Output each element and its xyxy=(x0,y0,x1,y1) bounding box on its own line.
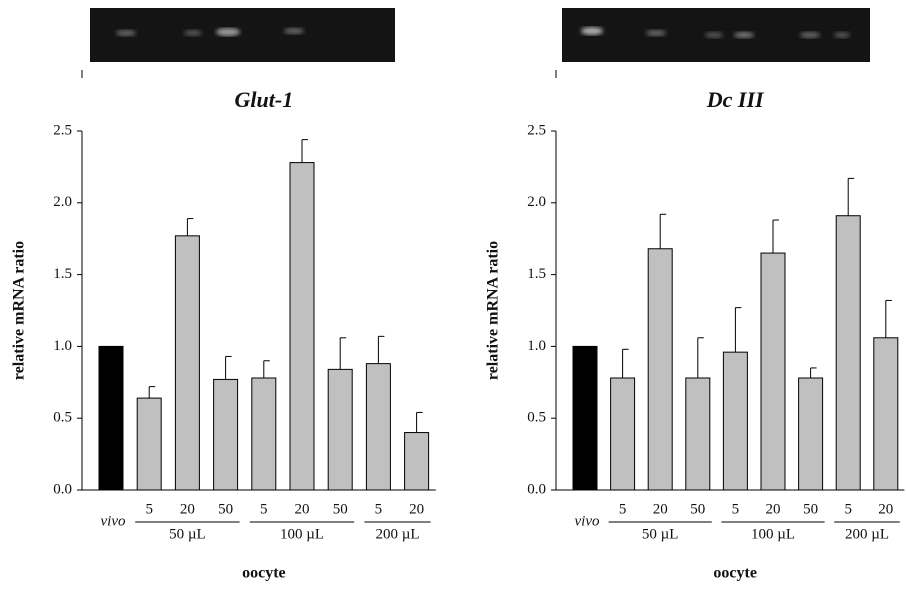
bar xyxy=(214,379,238,490)
y-tick-label: 2.5 xyxy=(53,122,72,138)
y-tick-label: 2.0 xyxy=(53,194,72,210)
figure: Glut-1 relative mRNA ratio oocyte 0.0 0.5 1.0… xyxy=(0,0,906,584)
bar xyxy=(405,433,429,490)
x-tick-label: 20 xyxy=(653,501,668,517)
bar xyxy=(366,364,390,490)
bar xyxy=(252,378,276,490)
x-tick-label: vivo xyxy=(101,513,126,529)
error-bar xyxy=(886,300,892,337)
error-bar xyxy=(302,140,308,163)
bar xyxy=(99,346,123,490)
y-tick-label: 0.5 xyxy=(53,410,72,426)
group-label: 100 µL xyxy=(280,526,324,542)
chart-title: Glut-1 xyxy=(235,87,294,112)
error-bar xyxy=(848,178,854,215)
y-tick-label: 1.5 xyxy=(53,266,72,282)
bar xyxy=(137,398,161,490)
chart-panel: Glut-1 relative mRNA ratio oocyte 0.0 0.5 1.0… xyxy=(11,87,436,582)
group-label: 100 µL xyxy=(751,526,795,542)
bar xyxy=(290,163,314,490)
y-tick-label: 0.0 xyxy=(527,481,546,497)
error-bar xyxy=(340,338,346,370)
error-bar xyxy=(378,336,384,363)
gel-right xyxy=(556,8,870,78)
bar xyxy=(686,378,710,490)
x-tick-label: 5 xyxy=(844,501,852,517)
y-tick-label: 0.5 xyxy=(527,410,546,426)
error-bar xyxy=(773,220,779,253)
page: {"chart_data":[ {"type":"bar","title":"G… xyxy=(0,0,906,589)
bar xyxy=(611,378,635,490)
error-bar xyxy=(623,349,629,378)
x-tick-label: 20 xyxy=(878,501,893,517)
error-bar xyxy=(149,387,155,398)
gel-left xyxy=(82,8,395,78)
bar xyxy=(723,352,747,490)
y-tick-label: 1.0 xyxy=(53,338,72,354)
error-bar xyxy=(811,368,817,378)
y-tick-label: 1.0 xyxy=(527,338,546,354)
chart-title: Dc III xyxy=(706,87,765,112)
error-bar xyxy=(187,219,193,236)
y-axis-label: relative mRNA ratio xyxy=(485,241,502,380)
bar xyxy=(874,338,898,490)
chart-panel: Dc III relative mRNA ratio oocyte 0.0 0.5 1.0… xyxy=(485,87,905,582)
y-axis-label: relative mRNA ratio xyxy=(11,241,28,380)
x-tick-label: 50 xyxy=(218,501,233,517)
x-tick-label: vivo xyxy=(575,513,600,529)
x-tick-label: 50 xyxy=(690,501,705,517)
bar xyxy=(573,346,597,490)
y-tick-label: 0.0 xyxy=(53,481,72,497)
x-axis-label: oocyte xyxy=(242,565,286,582)
x-tick-label: 5 xyxy=(145,501,153,517)
x-tick-label: 20 xyxy=(409,501,424,517)
error-bar xyxy=(660,214,666,248)
error-bar xyxy=(698,338,704,378)
bar xyxy=(175,236,199,490)
x-tick-label: 20 xyxy=(180,501,195,517)
error-bar xyxy=(417,412,423,432)
error-bar xyxy=(735,308,741,353)
x-tick-label: 50 xyxy=(333,501,348,517)
error-bar xyxy=(226,356,232,379)
bar xyxy=(761,253,785,490)
x-tick-label: 20 xyxy=(766,501,781,517)
x-tick-label: 5 xyxy=(260,501,268,517)
bar xyxy=(799,378,823,490)
x-tick-label: 5 xyxy=(619,501,627,517)
y-tick-label: 1.5 xyxy=(527,266,546,282)
group-label: 200 µL xyxy=(375,526,419,542)
x-tick-label: 5 xyxy=(732,501,740,517)
x-axis-label: oocyte xyxy=(713,565,757,582)
bar xyxy=(648,249,672,490)
y-tick-label: 2.5 xyxy=(527,122,546,138)
x-tick-label: 20 xyxy=(295,501,310,517)
bar xyxy=(836,216,860,490)
group-label: 50 µL xyxy=(169,526,206,542)
group-label: 200 µL xyxy=(845,526,889,542)
group-label: 50 µL xyxy=(642,526,679,542)
x-tick-label: 50 xyxy=(803,501,818,517)
x-tick-label: 5 xyxy=(375,501,383,517)
error-bar xyxy=(264,361,270,378)
y-tick-label: 2.0 xyxy=(527,194,546,210)
bar xyxy=(328,369,352,490)
